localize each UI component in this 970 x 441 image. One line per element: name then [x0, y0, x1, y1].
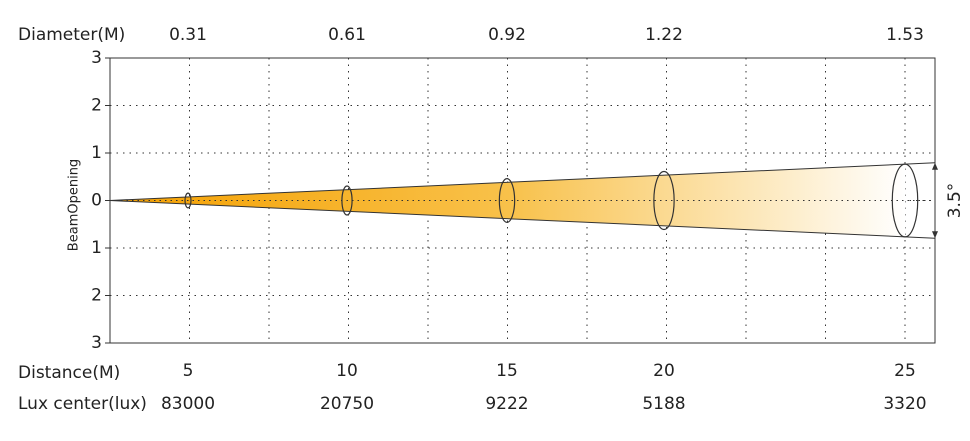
lux-label: Lux center(lux): [18, 394, 147, 414]
lux-value: 20750: [320, 394, 374, 414]
lux-value: 3320: [883, 394, 926, 414]
beam-edge: [109, 162, 936, 201]
lux-value: 9222: [485, 394, 528, 414]
y-axis-label: BeamOpening: [67, 159, 82, 251]
beam-section: [653, 170, 675, 231]
diameter-value: 1.53: [886, 25, 924, 45]
diameter-value: 0.61: [328, 25, 366, 45]
y-tick-label: 3: [91, 48, 102, 68]
distance-label: Distance(M): [18, 363, 120, 383]
y-tick-label: 3: [91, 333, 102, 353]
y-tick-label: 1: [91, 143, 102, 163]
lux-value: 5188: [642, 394, 685, 414]
beam-section: [891, 163, 919, 238]
lux-value: 83000: [161, 394, 215, 414]
distance-value: 20: [653, 361, 675, 381]
angle-arrowhead: [932, 162, 938, 170]
distance-value: 25: [894, 361, 916, 381]
angle-arrowhead: [932, 231, 938, 239]
diameter-value: 1.22: [645, 25, 683, 45]
y-tick-label: 2: [91, 96, 102, 116]
beam-section: [341, 185, 353, 216]
diameter-label: Diameter(M): [18, 25, 125, 45]
y-tick-label: 2: [91, 286, 102, 306]
distance-value: 10: [336, 361, 358, 381]
distance-value: 5: [183, 361, 194, 381]
distance-value: 15: [496, 361, 518, 381]
diameter-value: 0.92: [488, 25, 526, 45]
beam-section: [184, 192, 192, 209]
beam-section: [498, 178, 516, 223]
y-tick-label: 0: [91, 191, 102, 211]
diameter-value: 0.31: [169, 25, 207, 45]
y-tick-label: 1: [91, 238, 102, 258]
angle-label: 3.5°: [945, 183, 965, 219]
beam-edge: [109, 200, 936, 239]
